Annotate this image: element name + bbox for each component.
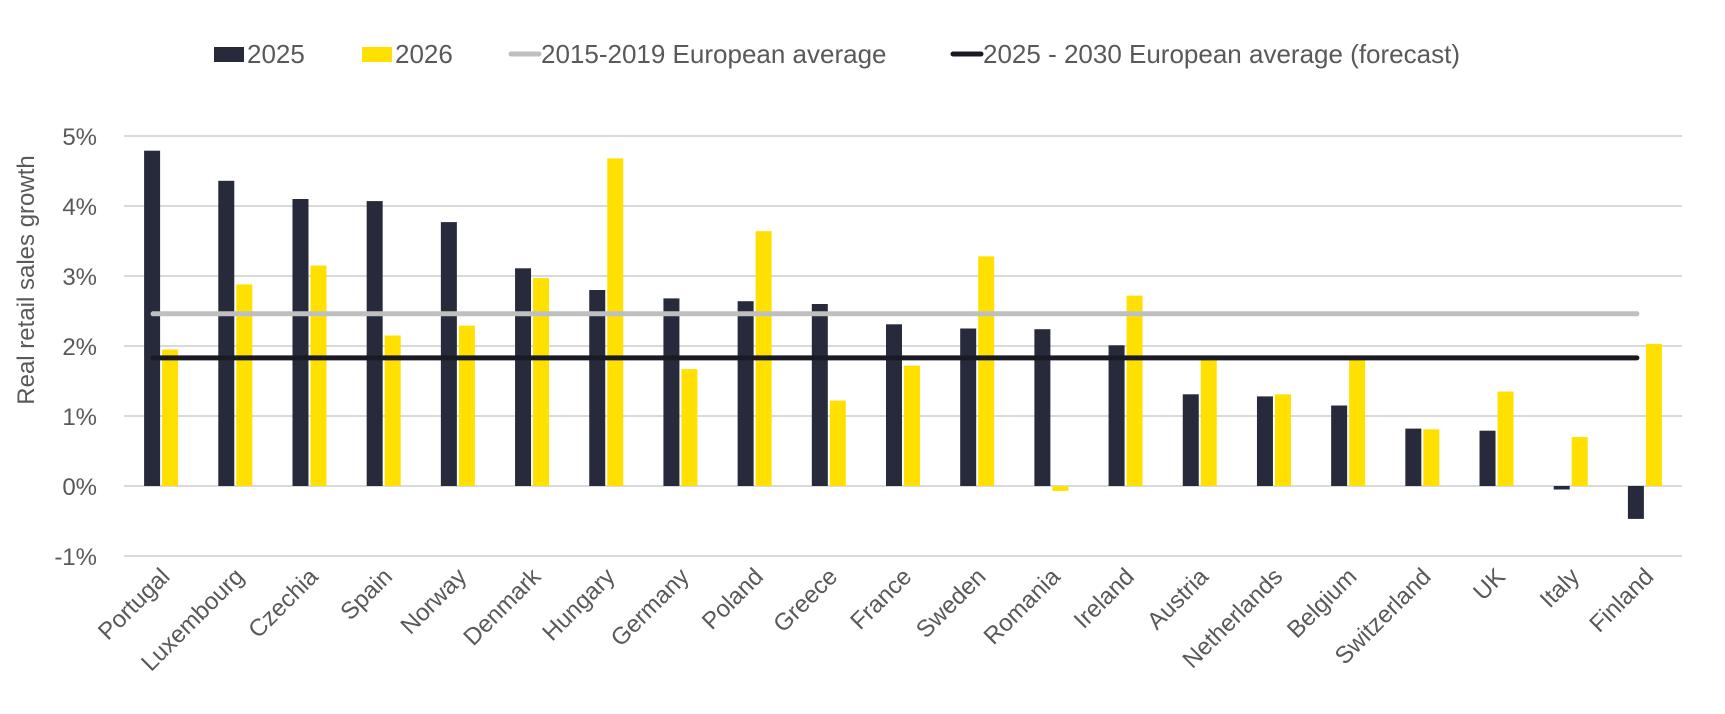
x-tick-label: Norway xyxy=(395,563,472,640)
bar-2025-switzerland xyxy=(1405,428,1422,486)
bar-2026-czechia xyxy=(310,265,327,486)
legend-swatch xyxy=(214,47,244,62)
y-tick-label: 5% xyxy=(62,124,97,151)
legend-label: 2025 - 2030 European average (forecast) xyxy=(983,39,1460,69)
legend-label: 2026 xyxy=(395,39,453,69)
reference-lines xyxy=(150,311,1640,361)
bar-2025-spain xyxy=(366,201,383,486)
x-tick-label: Denmark xyxy=(458,562,547,651)
bar-2026-switzerland xyxy=(1423,429,1440,486)
legend-label: 2015-2019 European average xyxy=(541,39,887,69)
x-tick-label: Germany xyxy=(606,563,695,652)
bar-2025-denmark xyxy=(515,268,532,486)
bar-2025-netherlands xyxy=(1256,396,1273,486)
bar-2025-luxembourg xyxy=(218,180,235,487)
bar-2026-greece xyxy=(829,400,846,486)
bar-2026-finland xyxy=(1645,343,1662,486)
bar-2026-norway xyxy=(458,325,475,486)
bar-2025-italy xyxy=(1553,486,1570,490)
x-tick-label: Czechia xyxy=(243,563,324,644)
x-tick-label: Poland xyxy=(697,563,769,635)
y-axis-label: Real retail sales growth xyxy=(13,155,40,404)
x-tick-label: Italy xyxy=(1535,563,1585,613)
gridlines xyxy=(124,135,1682,557)
bar-2025-hungary xyxy=(589,290,606,486)
bar-2025-germany xyxy=(663,298,680,486)
bars xyxy=(144,150,1662,519)
bar-2025-sweden xyxy=(960,328,977,486)
x-tick-label: France xyxy=(845,563,917,635)
y-tick-label: -1% xyxy=(54,544,97,571)
bar-2026-ireland xyxy=(1126,295,1143,486)
x-tick-label: Romania xyxy=(979,563,1066,650)
bar-2026-italy xyxy=(1571,437,1588,486)
y-tick-label: 4% xyxy=(62,194,97,221)
bar-2026-hungary xyxy=(607,158,624,486)
legend-swatch xyxy=(362,47,392,62)
x-tick-label: Ireland xyxy=(1069,563,1140,634)
bar-2026-denmark xyxy=(533,278,550,486)
bar-2025-norway xyxy=(440,222,457,486)
x-tick-label: UK xyxy=(1468,563,1511,606)
y-axis-ticks: 5% 4% 3% 2% 1% 0% -1% xyxy=(54,124,97,571)
bar-2026-portugal xyxy=(162,349,179,486)
bar-2026-belgium xyxy=(1349,357,1366,486)
bar-2025-belgium xyxy=(1331,405,1348,486)
bar-2026-sweden xyxy=(978,256,995,486)
bar-2025-greece xyxy=(811,304,828,486)
bar-2025-austria xyxy=(1182,394,1199,486)
legend-label: 2025 xyxy=(247,39,305,69)
x-tick-label: Austria xyxy=(1142,563,1214,635)
bar-2025-poland xyxy=(737,301,754,486)
bar-2026-spain xyxy=(384,335,401,486)
bar-2025-uk xyxy=(1479,430,1496,486)
x-tick-label: Spain xyxy=(335,563,398,626)
bar-2026-luxembourg xyxy=(236,284,253,486)
legend-item-2026: 2026 xyxy=(362,39,453,69)
y-tick-label: 3% xyxy=(62,264,97,291)
y-tick-label: 0% xyxy=(62,474,97,501)
bar-2025-finland xyxy=(1627,486,1644,519)
bar-2025-ireland xyxy=(1108,345,1125,486)
legend-item-2025: 2025 xyxy=(214,39,305,69)
bar-2025-france xyxy=(886,324,902,486)
bar-2026-germany xyxy=(681,369,698,486)
legend-item-2015-2019-european-average: 2015-2019 European average xyxy=(508,39,887,69)
bar-2026-france xyxy=(904,365,920,486)
bar-2026-austria xyxy=(1200,357,1217,486)
bar-2025-romania xyxy=(1034,329,1051,486)
legend-item-2025-2030-european-average-forecast: 2025 - 2030 European average (forecast) xyxy=(950,39,1460,69)
y-tick-label: 2% xyxy=(62,334,97,361)
bar-2025-czechia xyxy=(292,199,309,486)
legend: 2025 2026 2015-2019 European average 2025 -… xyxy=(214,39,1460,69)
bar-2025-portugal xyxy=(144,150,161,486)
y-tick-label: 1% xyxy=(62,404,97,431)
bar-2026-romania xyxy=(1052,486,1069,491)
bar-2026-uk xyxy=(1497,391,1514,486)
x-tick-label: Greece xyxy=(768,563,843,638)
x-tick-label: Finland xyxy=(1584,563,1659,638)
bar-2026-netherlands xyxy=(1274,394,1291,486)
